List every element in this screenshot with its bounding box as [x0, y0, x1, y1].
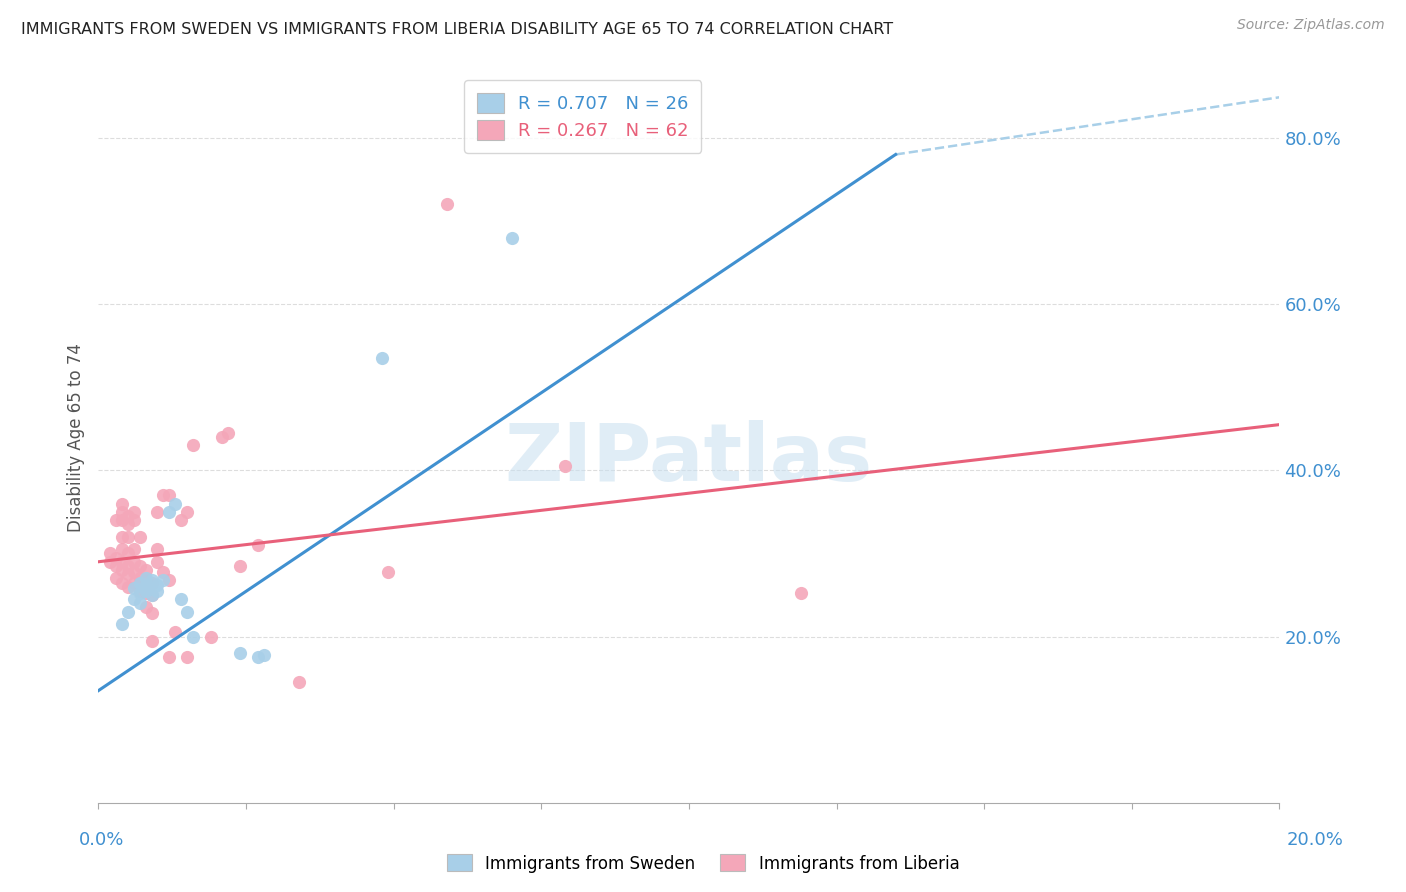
Point	[117, 567, 139, 582]
Point	[111, 542, 134, 557]
Point	[122, 513, 145, 527]
Point	[141, 575, 163, 590]
Point	[176, 605, 198, 619]
Point	[157, 650, 180, 665]
Text: 20.0%: 20.0%	[1286, 831, 1343, 849]
Point	[135, 583, 157, 598]
Point	[157, 488, 180, 502]
Point	[157, 505, 180, 519]
Point	[790, 585, 813, 599]
Point	[122, 592, 145, 607]
Point	[128, 596, 150, 610]
Point	[288, 675, 311, 690]
Point	[141, 588, 163, 602]
Point	[141, 573, 163, 587]
Point	[377, 565, 399, 579]
Point	[111, 575, 134, 590]
Point	[229, 646, 252, 660]
Point	[170, 513, 193, 527]
Point	[122, 575, 145, 590]
Point	[128, 583, 150, 598]
Point	[105, 571, 128, 585]
Point	[146, 555, 169, 569]
Point	[135, 586, 157, 600]
Point	[111, 530, 134, 544]
Point	[128, 575, 150, 590]
Point	[105, 558, 128, 573]
Point	[117, 580, 139, 594]
Point	[135, 571, 157, 585]
Point	[122, 565, 145, 579]
Point	[128, 530, 150, 544]
Text: ZIPatlas: ZIPatlas	[505, 420, 873, 498]
Point	[211, 430, 233, 444]
Point	[117, 517, 139, 532]
Point	[128, 586, 150, 600]
Point	[117, 509, 139, 524]
Point	[111, 563, 134, 577]
Point	[146, 578, 169, 592]
Point	[98, 546, 121, 560]
Point	[135, 578, 157, 592]
Point	[105, 550, 128, 565]
Point	[111, 505, 134, 519]
Point	[246, 650, 269, 665]
Point	[141, 582, 163, 596]
Point	[181, 438, 204, 452]
Point	[122, 582, 145, 596]
Point	[117, 530, 139, 544]
Y-axis label: Disability Age 65 to 74: Disability Age 65 to 74	[66, 343, 84, 532]
Point	[122, 555, 145, 569]
Point	[176, 505, 198, 519]
Point	[554, 459, 576, 474]
Point	[146, 505, 169, 519]
Point	[176, 650, 198, 665]
Point	[229, 558, 252, 573]
Point	[157, 573, 180, 587]
Point	[105, 513, 128, 527]
Legend: R = 0.707   N = 26, R = 0.267   N = 62: R = 0.707 N = 26, R = 0.267 N = 62	[464, 80, 702, 153]
Point	[371, 351, 394, 365]
Point	[111, 497, 134, 511]
Point	[146, 542, 169, 557]
Point	[170, 592, 193, 607]
Point	[117, 605, 139, 619]
Legend: Immigrants from Sweden, Immigrants from Liberia: Immigrants from Sweden, Immigrants from …	[440, 847, 966, 880]
Point	[122, 505, 145, 519]
Point	[141, 588, 163, 602]
Point	[122, 542, 145, 557]
Point	[165, 497, 187, 511]
Point	[200, 630, 222, 644]
Point	[128, 558, 150, 573]
Point	[111, 617, 134, 632]
Point	[128, 571, 150, 585]
Point	[141, 633, 163, 648]
Point	[217, 425, 239, 440]
Point	[246, 538, 269, 552]
Point	[117, 546, 139, 560]
Point	[436, 197, 458, 211]
Point	[152, 573, 174, 587]
Point	[146, 583, 169, 598]
Point	[152, 488, 174, 502]
Point	[135, 600, 157, 615]
Point	[152, 565, 174, 579]
Point	[253, 648, 276, 662]
Point	[135, 563, 157, 577]
Point	[135, 573, 157, 587]
Point	[141, 607, 163, 621]
Point	[117, 558, 139, 573]
Text: Source: ZipAtlas.com: Source: ZipAtlas.com	[1237, 18, 1385, 32]
Point	[111, 513, 134, 527]
Point	[501, 230, 523, 244]
Text: IMMIGRANTS FROM SWEDEN VS IMMIGRANTS FROM LIBERIA DISABILITY AGE 65 TO 74 CORREL: IMMIGRANTS FROM SWEDEN VS IMMIGRANTS FRO…	[21, 22, 893, 37]
Point	[181, 630, 204, 644]
Point	[98, 555, 121, 569]
Text: 0.0%: 0.0%	[79, 831, 124, 849]
Point	[165, 625, 187, 640]
Point	[111, 555, 134, 569]
